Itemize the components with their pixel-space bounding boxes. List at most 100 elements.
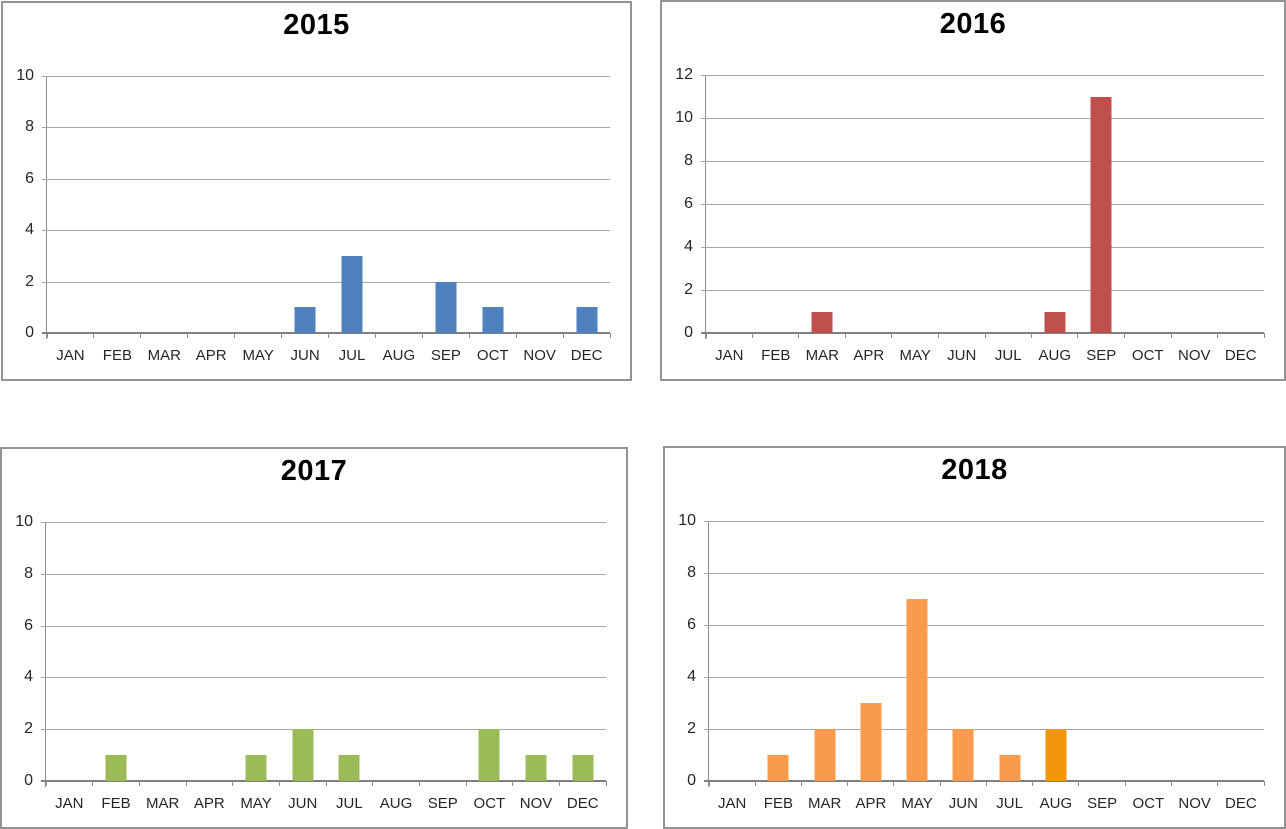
x-axis-tick-label-2016-jul: JUL [994, 347, 1022, 364]
slot-2018-sep [1079, 521, 1125, 781]
y-axis-tick-label-2017-2: 2 [24, 720, 33, 738]
x-axis-tick-mark [986, 781, 987, 786]
gridline-2017-8 [41, 573, 606, 575]
x-axis-tick-label-2018-oct: OCT [1132, 795, 1165, 812]
x-axis-tick-label-2017-mar: MAR [146, 795, 180, 812]
x-axis-tick-label-2016-jun: JUN [947, 347, 977, 364]
bar-2015-oct [482, 307, 504, 333]
bar-2017-jul [338, 755, 360, 781]
x-axis-tick-label-2018-jul: JUL [996, 795, 1023, 812]
x-axis-tick-mark [515, 333, 517, 338]
x-axis-baseline-2018 [704, 780, 1264, 782]
x-axis-tick-mark [938, 333, 939, 338]
x-axis-tick-mark [1263, 781, 1265, 786]
x-axis-tick-label-2018-jun: JUN [948, 795, 978, 812]
x-axis-tick-label-2017-feb: FEB [101, 795, 131, 812]
x-axis-tick-mark [232, 781, 234, 786]
x-axis-tick-mark [609, 333, 611, 338]
x-axis-tick-label-2018-apr: APR [855, 795, 887, 812]
bar-2018-feb [767, 755, 789, 781]
x-axis-tick-mark [234, 333, 236, 338]
y-axis-tick-label-2018-2: 2 [687, 720, 696, 737]
bar-slots-2017 [46, 522, 606, 781]
slot-2016-aug [1032, 75, 1079, 333]
bar-2018-aug [1045, 729, 1067, 781]
y-axis-tick-label-2016-2: 2 [684, 281, 693, 298]
gridline-2016-8 [701, 161, 1264, 163]
x-axis-tick-mark [1078, 781, 1080, 786]
slot-2015-mar [141, 76, 188, 333]
x-axis-tick-mark [281, 333, 283, 338]
slot-2017-nov [513, 522, 560, 781]
plot-area-2016: 0 2 4 6 8 10 12 [675, 66, 1265, 341]
x-axis-tick-label-2016-oct: OCT [1131, 347, 1164, 364]
chart-title-2015: 2015 [283, 9, 350, 41]
x-axis-tick-mark [893, 781, 895, 786]
slot-2018-jul [987, 521, 1033, 781]
x-axis-tick-mark [372, 781, 374, 786]
slot-2015-may [235, 76, 282, 333]
x-axis-tick-label-2015-feb: FEB [102, 347, 132, 364]
x-axis-tick-mark [140, 333, 142, 338]
slot-2018-mar [802, 521, 848, 781]
x-axis-tick-label-2016-jan: JAN [715, 347, 744, 364]
x-axis-tick-mark [1263, 333, 1265, 338]
gridline-2017-2 [41, 729, 606, 731]
bar-2016-mar [811, 311, 833, 333]
x-axis-baseline-2017 [41, 780, 606, 782]
x-axis-tick-mark [845, 333, 846, 338]
x-axis-tick-mark [605, 781, 607, 786]
slot-2016-sep [1078, 75, 1125, 333]
x-axis-tick-label-2015-dec: DEC [570, 347, 603, 364]
y-axis-tick-label-2015-4: 4 [25, 221, 34, 239]
chart-panel-2018: 2018 0 2 4 6 8 10 JAN FEB MAR APR MAY JUN JUL AUG SEP… [663, 446, 1286, 829]
x-axis-tick-label-2015-apr: APR [195, 347, 227, 364]
x-axis-tick-label-2017-jan: JAN [55, 795, 84, 812]
x-axis-tick-mark [939, 781, 941, 786]
slot-2018-oct [1125, 521, 1171, 781]
x-axis-tick-mark [328, 333, 329, 338]
slot-2017-apr [186, 522, 233, 781]
x-axis-tick-mark [46, 333, 48, 338]
x-axis-tick-mark [45, 781, 47, 786]
x-axis-tick-mark [138, 781, 140, 786]
gridline-2018-8 [704, 573, 1264, 574]
x-axis-tick-label-2015-jul: JUL [338, 347, 366, 364]
slot-2016-dec [1218, 75, 1265, 333]
x-axis-tick-mark [512, 781, 514, 786]
x-axis-tick-mark [705, 333, 707, 338]
slot-2017-aug [373, 522, 420, 781]
chart-title-2017: 2017 [280, 455, 348, 487]
slot-2016-oct [1125, 75, 1172, 333]
x-axis-labels-2017: JAN FEB MAR APR MAY JUN JUL AUG SEP OCT NOV DEC [46, 793, 606, 815]
y-axis-tick-label-2017-6: 6 [24, 616, 33, 634]
x-axis-tick-mark [418, 781, 420, 786]
x-axis-tick-label-2015-mar: MAR [147, 347, 181, 364]
slot-2016-jan [706, 75, 753, 333]
y-axis-tick-label-2015-8: 8 [25, 118, 34, 136]
slot-2016-jun [939, 75, 986, 333]
x-axis-tick-mark [1124, 333, 1125, 338]
x-axis-tick-label-2017-aug: AUG [379, 795, 413, 812]
slot-2015-apr [188, 76, 235, 333]
x-axis-tick-mark [754, 781, 756, 786]
x-axis-tick-mark [1077, 333, 1079, 338]
chart-title-2018: 2018 [941, 454, 1008, 486]
y-axis-tick-label-2018-6: 6 [687, 616, 696, 633]
slot-2016-nov [1171, 75, 1218, 333]
x-axis-tick-label-2015-aug: AUG [382, 347, 416, 364]
x-axis-tick-mark [800, 781, 802, 786]
x-axis-tick-label-2016-sep: SEP [1086, 347, 1117, 364]
x-axis-tick-label-2016-aug: AUG [1038, 347, 1071, 364]
bar-2018-mar [814, 729, 836, 781]
x-axis-tick-label-2016-apr: APR [853, 347, 885, 364]
slot-2017-jan [46, 522, 93, 781]
x-axis-tick-label-2017-oct: OCT [473, 795, 506, 812]
y-axis-line-2016 [705, 75, 706, 339]
y-axis-tick-label-2017-10: 10 [15, 513, 33, 530]
x-axis-tick-mark [325, 781, 327, 786]
y-axis-tick-label-2015-2: 2 [25, 272, 34, 290]
x-axis-tick-mark [465, 781, 467, 786]
gridline-2017-4 [41, 677, 606, 679]
gridline-2018-4 [704, 677, 1264, 678]
